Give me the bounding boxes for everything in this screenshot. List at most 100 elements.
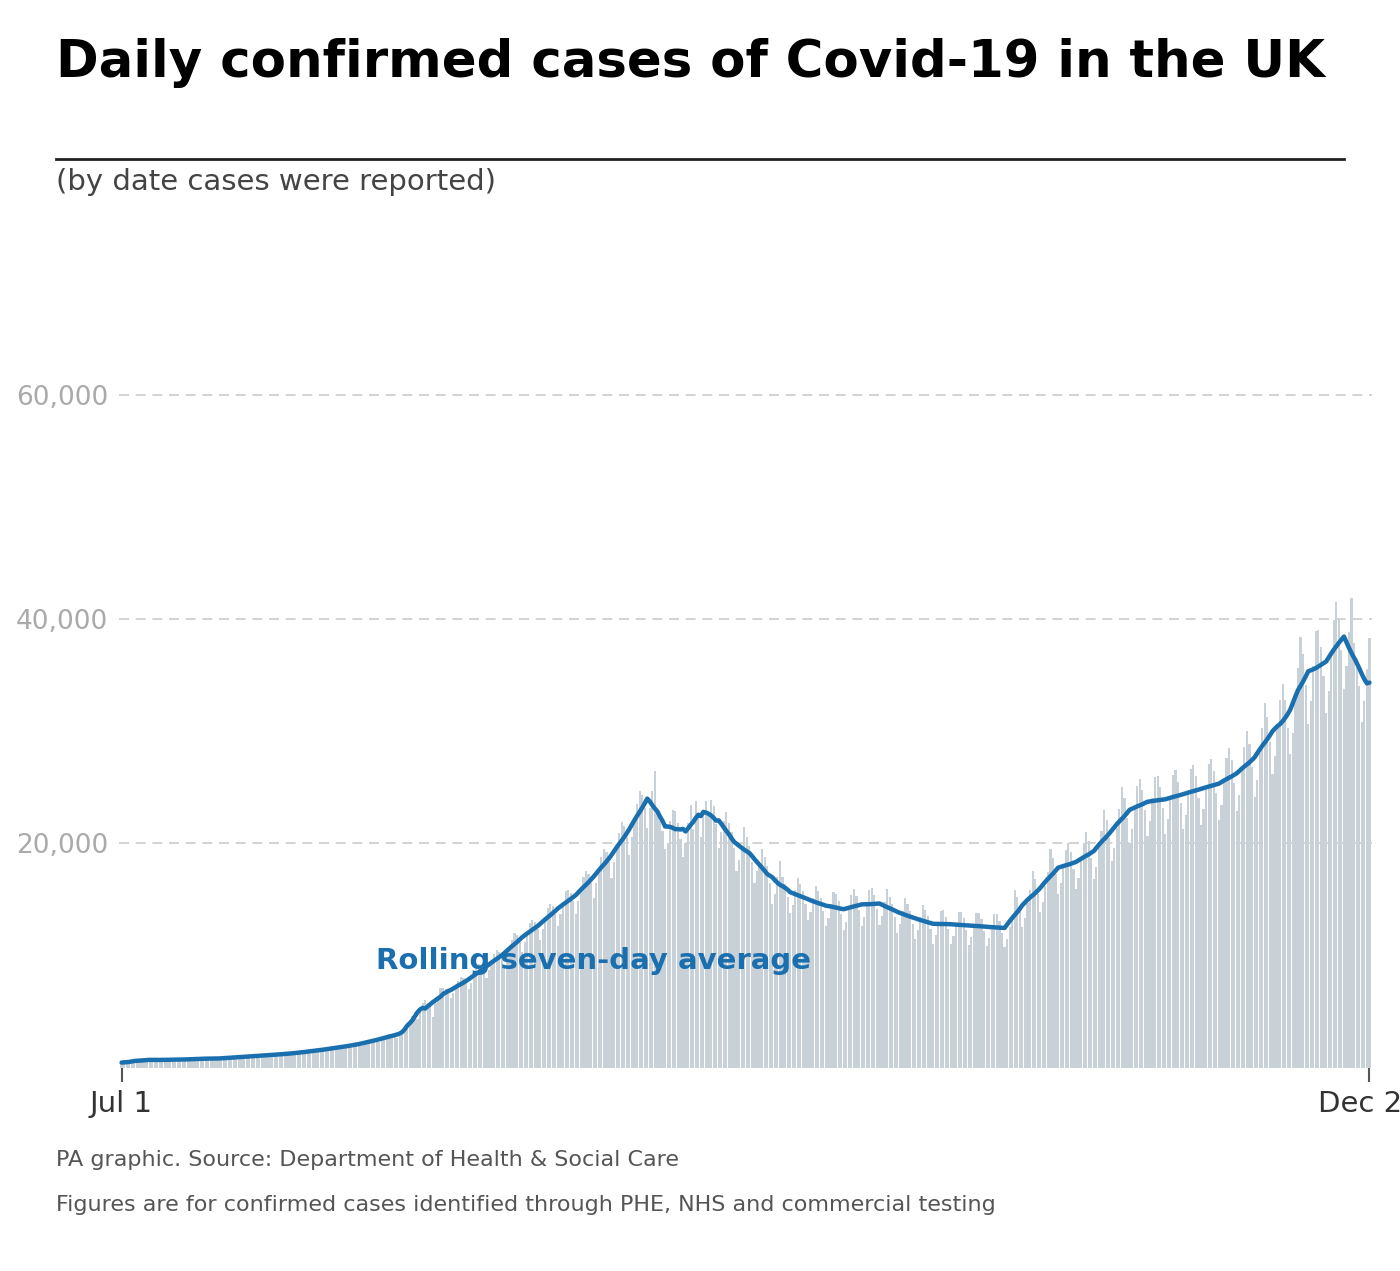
Bar	[759, 866, 760, 1068]
Bar	[505, 957, 508, 1068]
Bar	[1221, 805, 1222, 1068]
Bar	[881, 916, 883, 1068]
Bar	[774, 894, 776, 1068]
Bar	[1197, 798, 1200, 1068]
Bar	[920, 916, 921, 1068]
Bar	[526, 933, 528, 1068]
Bar	[353, 1043, 354, 1068]
Bar	[462, 979, 465, 1068]
Bar	[1236, 811, 1238, 1068]
Bar	[738, 860, 741, 1068]
Bar	[235, 1059, 238, 1068]
Bar	[603, 849, 605, 1068]
Bar	[1218, 820, 1219, 1068]
Bar	[883, 901, 886, 1068]
Bar	[521, 952, 524, 1068]
Bar	[126, 1061, 127, 1068]
Bar	[1119, 808, 1120, 1068]
Bar	[718, 848, 720, 1068]
Bar	[192, 1059, 195, 1068]
Bar	[687, 824, 689, 1068]
Bar	[207, 1057, 210, 1068]
Bar	[536, 929, 539, 1068]
Bar	[830, 904, 832, 1068]
Bar	[1240, 769, 1243, 1068]
Bar	[589, 883, 592, 1068]
Bar	[477, 963, 480, 1068]
Bar	[1154, 777, 1156, 1068]
Bar	[588, 874, 589, 1068]
Bar	[976, 913, 977, 1068]
Bar	[631, 838, 633, 1068]
Bar	[529, 923, 531, 1068]
Bar	[995, 914, 998, 1068]
Bar	[1051, 858, 1054, 1068]
Bar	[120, 1064, 123, 1068]
Bar	[316, 1049, 319, 1068]
Bar	[1001, 933, 1002, 1068]
Bar	[139, 1061, 140, 1068]
Bar	[330, 1049, 332, 1068]
Bar	[1166, 820, 1169, 1068]
Bar	[1351, 597, 1352, 1068]
Bar	[1075, 888, 1077, 1068]
Bar	[781, 877, 784, 1068]
Bar	[1011, 915, 1014, 1068]
Bar	[1121, 787, 1123, 1068]
Bar	[158, 1060, 161, 1068]
Bar	[728, 824, 729, 1068]
Bar	[855, 896, 858, 1068]
Bar	[375, 1041, 378, 1068]
Bar	[722, 821, 725, 1068]
Bar	[360, 1046, 363, 1068]
Bar	[1184, 815, 1187, 1068]
Bar	[876, 909, 878, 1068]
Bar	[874, 896, 875, 1068]
Bar	[486, 977, 487, 1068]
Bar	[498, 952, 500, 1068]
Bar	[409, 1023, 412, 1068]
Bar	[1295, 699, 1296, 1068]
Bar	[424, 1000, 427, 1068]
Bar	[430, 1005, 431, 1068]
Bar	[414, 1013, 416, 1068]
Bar	[214, 1059, 217, 1068]
Bar	[1305, 685, 1306, 1068]
Bar	[560, 914, 561, 1068]
Bar	[312, 1051, 314, 1068]
Bar	[501, 957, 503, 1068]
Bar	[518, 942, 521, 1068]
Bar	[549, 904, 552, 1068]
Bar	[942, 910, 945, 1068]
Text: Figures are for confirmed cases identified through PHE, NHS and commercial testi: Figures are for confirmed cases identifi…	[56, 1195, 995, 1215]
Bar	[445, 990, 447, 1068]
Bar	[185, 1060, 186, 1068]
Bar	[1047, 872, 1049, 1068]
Bar	[1035, 880, 1036, 1068]
Bar	[735, 872, 738, 1068]
Bar	[825, 925, 827, 1068]
Bar	[1292, 732, 1294, 1068]
Bar	[434, 1003, 437, 1068]
Bar	[1246, 731, 1247, 1068]
Text: Rolling seven-day average: Rolling seven-day average	[377, 947, 811, 975]
Bar	[1070, 853, 1072, 1068]
Bar	[608, 862, 610, 1068]
Bar	[582, 877, 585, 1068]
Bar	[297, 1052, 298, 1068]
Bar	[794, 891, 797, 1068]
Bar	[623, 826, 626, 1068]
Bar	[228, 1057, 230, 1068]
Bar	[629, 855, 630, 1068]
Bar	[889, 897, 890, 1068]
Bar	[1079, 859, 1082, 1068]
Bar	[1162, 807, 1163, 1068]
Bar	[253, 1057, 255, 1068]
Bar	[924, 910, 927, 1068]
Bar	[186, 1059, 189, 1068]
Bar	[1299, 637, 1302, 1068]
Bar	[141, 1060, 143, 1068]
Bar	[130, 1061, 133, 1068]
Bar	[986, 946, 988, 1068]
Bar	[1182, 829, 1184, 1068]
